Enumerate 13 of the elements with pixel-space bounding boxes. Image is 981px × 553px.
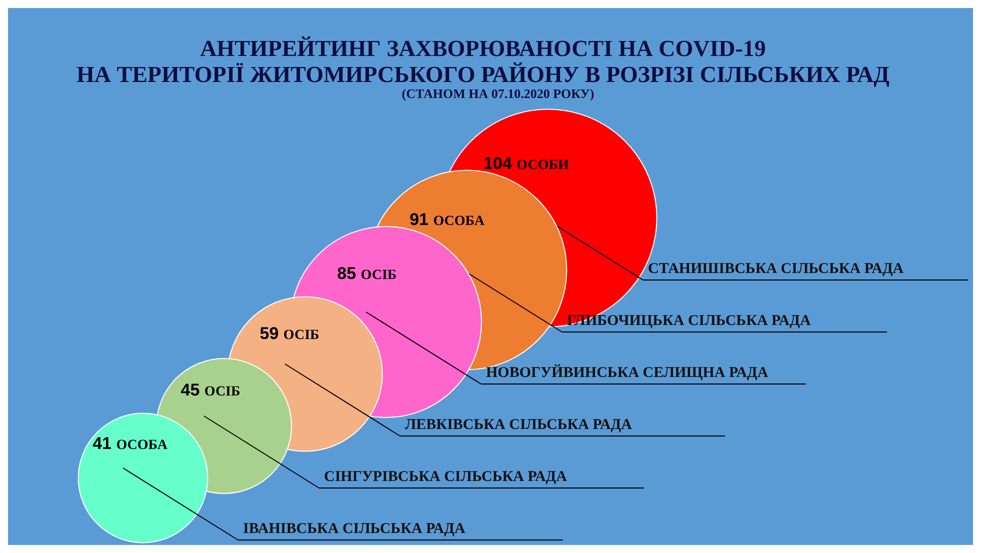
text: АНТИРЕЙТИНГ ЗАХВОРЮВАНОСТІ НА COVID-19 НА ТЕРИТОРІЇ ЖИТОМИРСЬКОГО РАЙОНУ В РОЗРІЗІ СІЛЬСЬКИХ РАД xyxy=(76,36,890,87)
data-label: 41 ОСОБА xyxy=(92,434,168,453)
category-label: СТАНИШІВСЬКА СІЛЬСЬКА РАДА xyxy=(648,261,904,277)
category-label: ІВАНІВСЬКА СІЛЬСЬКА РАДА xyxy=(243,521,466,537)
data-label: 45 ОСІБ xyxy=(180,380,240,400)
category-label: НОВОГУЙВИНСЬКА СЕЛИЩНА РАДА xyxy=(486,364,768,381)
data-label: 91 ОСОБА xyxy=(410,210,486,230)
text: (СТАНОМ НА 07.10.2020 РОКУ) xyxy=(402,86,594,101)
data-label: 104 ОСОБИ xyxy=(484,154,569,174)
category-label: ЛЕВКІВСЬКА СІЛЬСЬКА РАДА xyxy=(405,417,632,433)
data-label: 85 ОСІБ xyxy=(337,264,397,284)
data-label: 59 ОСІБ xyxy=(260,324,320,344)
category-label: СІНГУРІВСЬКА СІЛЬСЬКА РАДА xyxy=(324,469,568,485)
